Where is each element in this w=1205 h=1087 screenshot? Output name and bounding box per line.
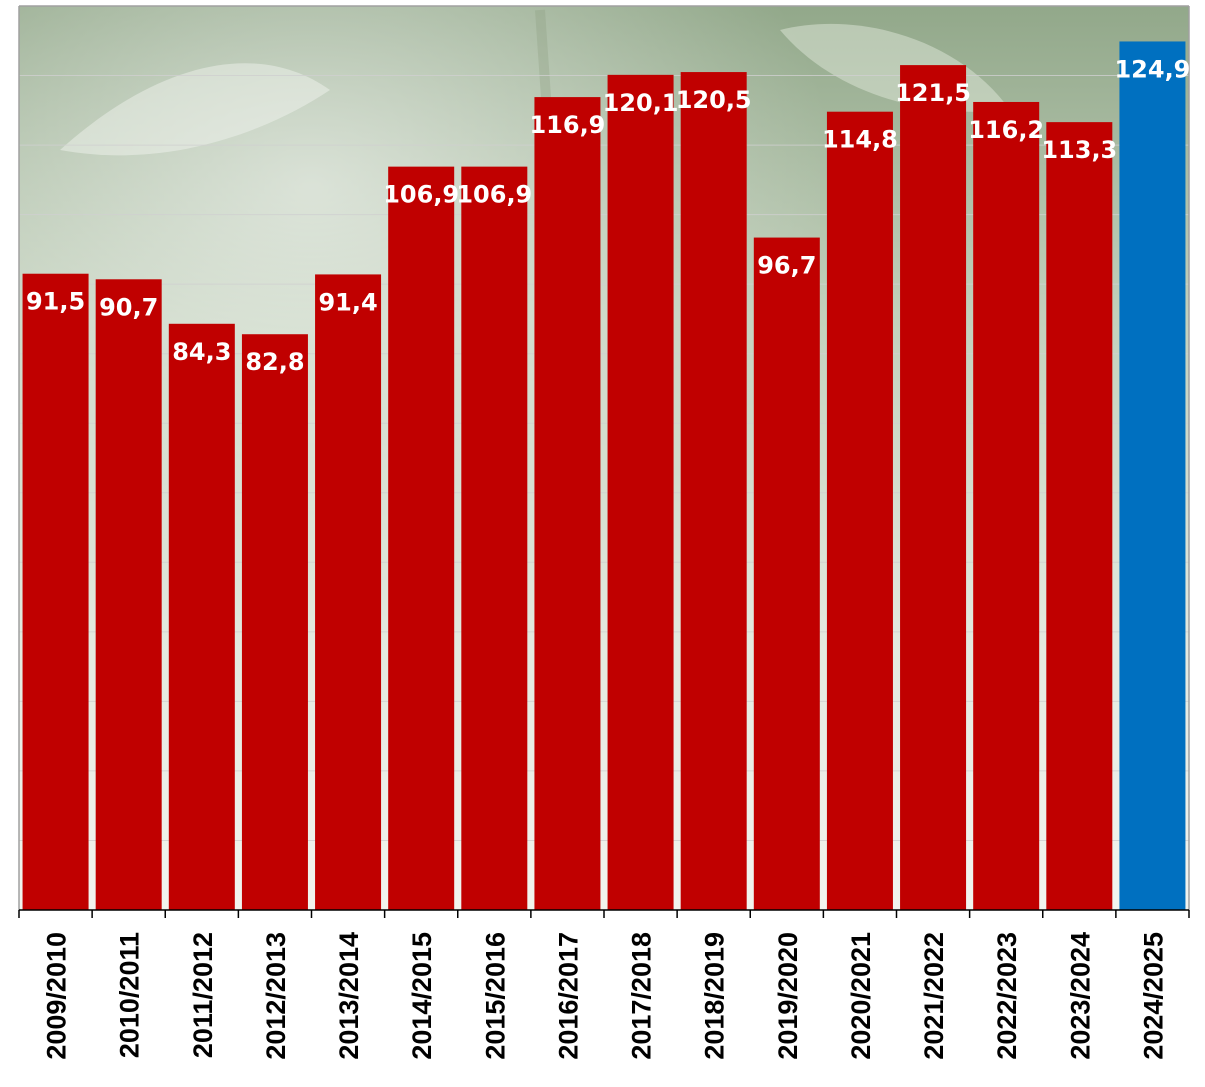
bar-2021/2022 xyxy=(900,65,967,911)
bar-2024/2025 xyxy=(1119,41,1186,911)
x-tick-label: 2023/2024 xyxy=(1065,932,1095,1060)
x-tick-label: 2012/2013 xyxy=(261,932,291,1060)
bar-2018/2019 xyxy=(680,72,747,911)
x-tick-label: 2009/2010 xyxy=(42,932,72,1060)
x-tick-label: 2022/2023 xyxy=(992,932,1022,1060)
x-tick-label: 2019/2020 xyxy=(773,932,803,1060)
bar-2009/2010 xyxy=(22,273,89,910)
x-tick-label: 2024/2025 xyxy=(1138,932,1168,1060)
bar-value-label: 116,9 xyxy=(529,111,605,139)
bar-2022/2023 xyxy=(973,101,1040,910)
bar-value-label: 120,5 xyxy=(676,86,752,114)
bars xyxy=(22,41,1186,911)
category-labels: 2009/2010 2010/2011 2011/2012 2012/2013 2013… xyxy=(42,932,1169,1060)
x-tick-label: 2013/2014 xyxy=(334,932,364,1060)
bar-value-label: 113,3 xyxy=(1041,136,1117,164)
bar-2016/2017 xyxy=(534,97,601,910)
x-tick-label: 2011/2012 xyxy=(188,932,218,1058)
bar-2011/2012 xyxy=(168,323,235,910)
x-tick-label: 2010/2011 xyxy=(115,932,145,1058)
bar-value-label: 84,3 xyxy=(172,338,231,366)
bar-value-label: 106,9 xyxy=(456,181,532,209)
bar-2012/2013 xyxy=(241,334,308,910)
x-tick-label: 2020/2021 xyxy=(846,932,876,1060)
leaf-shape xyxy=(60,63,330,156)
bar-value-label: 106,9 xyxy=(383,181,459,209)
bar-value-label: 91,4 xyxy=(318,288,377,316)
bar-value-label: 90,7 xyxy=(99,293,158,321)
x-tick-label: 2014/2015 xyxy=(407,932,437,1060)
bar-value-label: 96,7 xyxy=(757,252,816,280)
bar-2015/2016 xyxy=(461,166,528,910)
x-tick-label: 2018/2019 xyxy=(700,932,730,1060)
bar-value-label: 116,2 xyxy=(968,116,1044,144)
axes xyxy=(18,5,1190,918)
bar-2014/2015 xyxy=(388,166,455,910)
x-tick-label: 2017/2018 xyxy=(627,932,657,1060)
bar-value-label: 120,1 xyxy=(603,89,679,117)
bar-2017/2018 xyxy=(607,74,674,910)
x-tick-label: 2016/2017 xyxy=(553,932,583,1060)
bar-2010/2011 xyxy=(95,279,162,911)
x-tick-label: 2021/2022 xyxy=(919,932,949,1060)
bar-value-label: 91,5 xyxy=(26,288,85,316)
bar-2019/2020 xyxy=(753,237,820,910)
bar-value-label: 124,9 xyxy=(1114,55,1190,83)
bar-2020/2021 xyxy=(826,111,893,910)
bar-2013/2014 xyxy=(315,274,382,910)
bar-2023/2024 xyxy=(1046,122,1113,911)
x-tick-label: 2015/2016 xyxy=(480,932,510,1060)
bar-value-label: 121,5 xyxy=(895,79,971,107)
bar-value-label: 82,8 xyxy=(245,348,304,376)
bar-value-label: 114,8 xyxy=(822,126,898,154)
